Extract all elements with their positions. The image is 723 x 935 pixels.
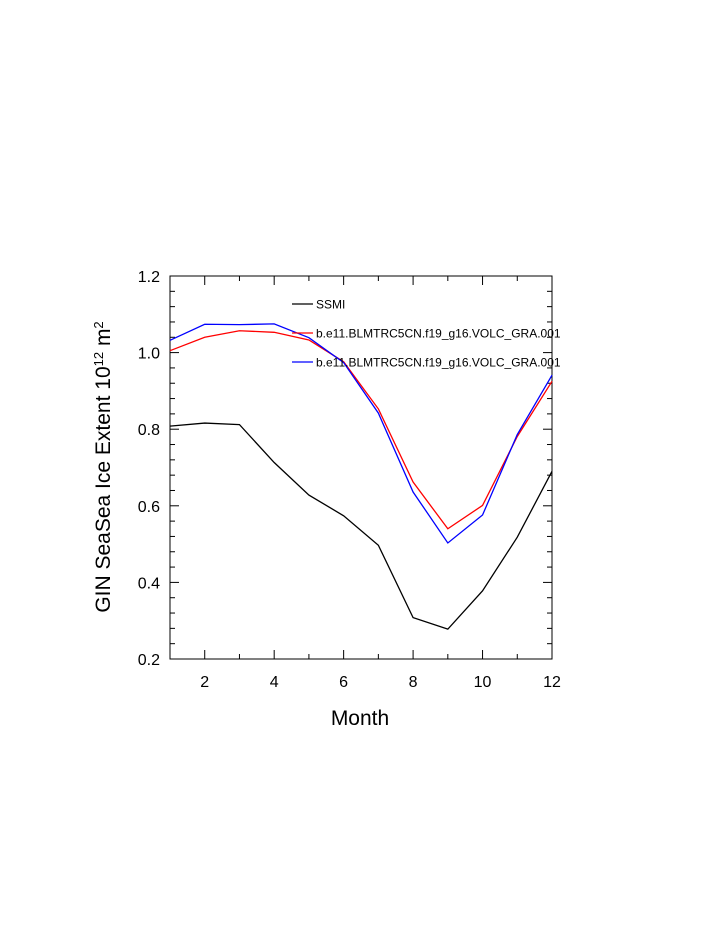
x-tick-label: 8	[409, 674, 418, 691]
y-tick-label: 0.2	[138, 652, 160, 669]
series-line-2	[169, 330, 553, 530]
y-tick-labels: 0.2 0.4 0.6 0.8 1.0 1.2	[138, 269, 160, 669]
y-tick-label: 0.4	[138, 575, 160, 592]
x-tick-labels: 2 4 6 8 10 12	[200, 674, 561, 691]
y-axis-title-unit: m	[92, 329, 115, 352]
x-tick-label: 6	[339, 674, 348, 691]
y-tick-label: 1.0	[138, 346, 160, 363]
series-line-1	[169, 422, 553, 630]
series-lines	[169, 323, 553, 630]
x-axis-title: Month	[331, 707, 389, 730]
x-tick-label: 12	[543, 674, 561, 691]
x-tick-label: 10	[474, 674, 492, 691]
x-tick-label: 2	[200, 674, 209, 691]
axis-ticks	[169, 275, 553, 660]
series-line-3	[169, 323, 553, 544]
y-axis-title: GIN SeaSea Ice Extent 1012 m2	[91, 321, 116, 612]
y-axis-title-exponent: 12	[91, 352, 106, 366]
y-tick-label: 0.8	[138, 422, 160, 439]
legend: SSMI b.e11.BLMTRC5CN.f19_g16.VOLC_GRA.001…	[292, 298, 561, 370]
legend-label: SSMI	[316, 298, 345, 312]
legend-label: b.e11.BLMTRC5CN.f19_g16.VOLC_GRA.001	[316, 356, 561, 370]
y-tick-label: 0.6	[138, 499, 160, 516]
y-axis-title-main: GIN SeaSea Ice Extent 10	[92, 366, 115, 612]
y-tick-label: 1.2	[138, 269, 160, 286]
legend-label: b.e11.BLMTRC5CN.f19_g16.VOLC_GRA.001	[316, 327, 561, 341]
x-tick-label: 4	[270, 674, 279, 691]
plot-area: 2 4 6 8 10 12 0.2 0.4 0.6 0.8 1.0 1.2 SSMI b.e11.BL…	[138, 269, 561, 691]
plot-frame	[169, 275, 553, 660]
y-axis-title-unit-exponent: 2	[91, 321, 106, 328]
